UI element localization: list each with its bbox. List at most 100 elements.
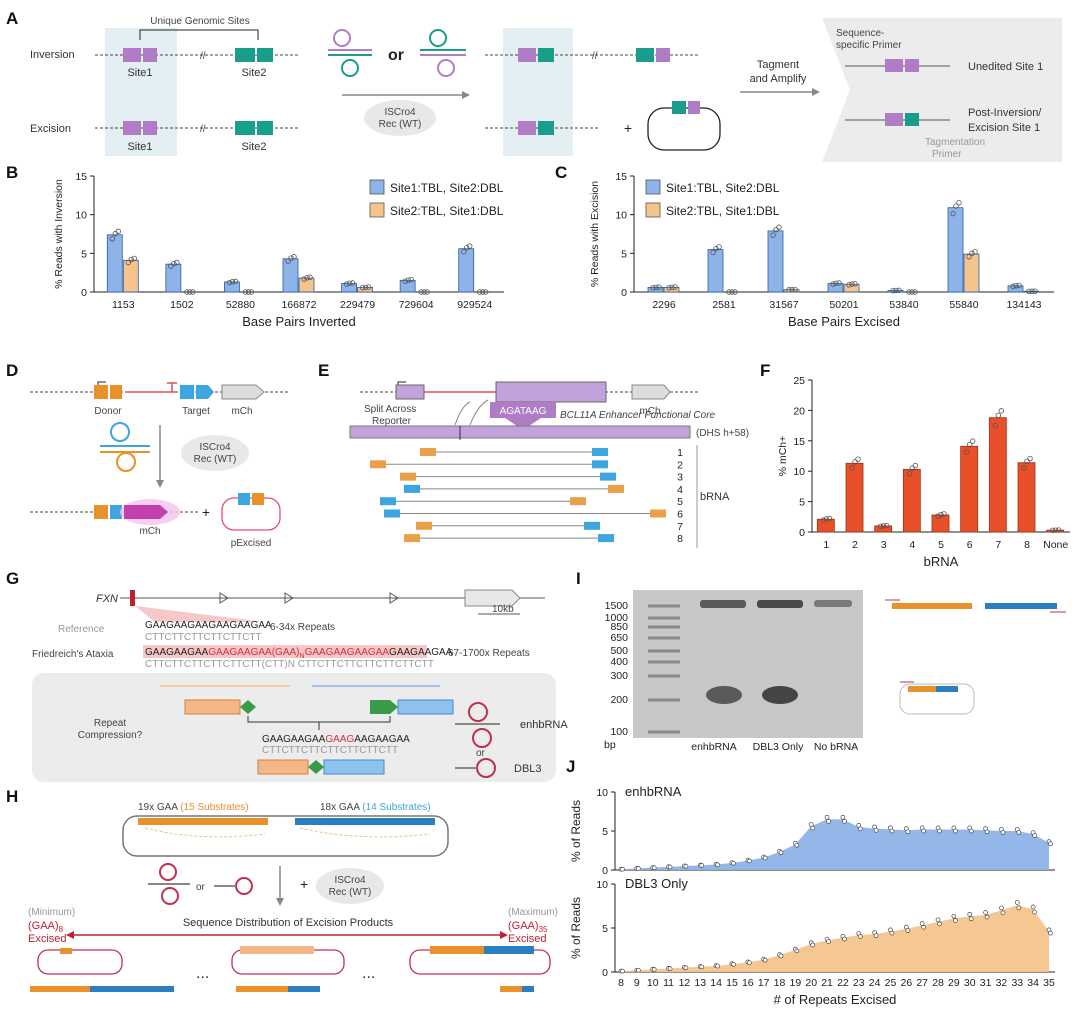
- replicate-point: [984, 829, 990, 835]
- pexcised-label: pExcised: [231, 538, 272, 549]
- replicate-point: [873, 933, 879, 939]
- small-circle-product: [37, 949, 123, 975]
- x-tick-label: 27: [916, 977, 928, 989]
- y-tick-label: 15: [75, 171, 87, 183]
- site1-block-right: [143, 48, 157, 62]
- y-tick-label: 0: [81, 287, 87, 299]
- ladder-size-label: 200: [610, 694, 628, 706]
- repeat-locus-marker: [130, 590, 135, 606]
- product-donor-block: [94, 505, 108, 519]
- replicate-point: [229, 279, 236, 285]
- mch-expressed-label: mCh: [139, 526, 160, 537]
- substrate-blue-bar: [295, 818, 435, 825]
- replicate-point: [1014, 900, 1020, 905]
- right-cassette: [397, 699, 454, 715]
- excision-product-b: [538, 121, 554, 135]
- replicate-point: [128, 256, 134, 263]
- replicate-point: [855, 456, 861, 462]
- replicate-point: [826, 939, 831, 944]
- site2-block-excision: [235, 121, 255, 135]
- brna-icon-2: [420, 29, 466, 77]
- replicate-point: [935, 917, 941, 923]
- replicate-point: [906, 471, 913, 477]
- motif-pointer: [505, 418, 541, 430]
- replicate-point: [467, 243, 473, 249]
- replicate-point: [966, 441, 973, 448]
- reference-repeats: 6-34x Repeats: [270, 622, 335, 633]
- right-core-diamond: [370, 700, 398, 714]
- h-recombinase-cloud: [316, 868, 384, 904]
- panel-b-label: B: [6, 163, 18, 182]
- target-label: Target: [182, 406, 210, 417]
- bar: [960, 445, 979, 533]
- unedited-site-a: [885, 59, 903, 72]
- replicate-point: [365, 284, 372, 290]
- split-arrows: [454, 399, 489, 426]
- band-dbl3-low: [762, 686, 798, 704]
- substrate-orange-bar: [138, 818, 268, 825]
- replicate-point: [245, 289, 252, 295]
- replicate-point: [823, 516, 830, 522]
- seq-primer-label-2: specific Primer: [836, 40, 902, 51]
- bar: [963, 253, 980, 293]
- brna-icon-1: [328, 29, 372, 77]
- post-site-b: [905, 113, 919, 126]
- h-recombinase-type: Rec (WT): [329, 887, 372, 898]
- legend-swatch: [369, 202, 385, 218]
- hybrid-site-a: [518, 48, 536, 62]
- y-axis-title: % mCh+: [777, 436, 789, 477]
- x-tick-label: 35: [1043, 977, 1055, 989]
- y-tick-label: 10: [75, 210, 87, 222]
- site1-block-left: [123, 48, 141, 62]
- replicate-point: [710, 249, 716, 256]
- chart-f: 0 5 10 15 20 25 1 2 3 4 5 6 7 8 None % mCh+ bRNA: [777, 375, 1070, 569]
- replicate-point: [1016, 830, 1022, 835]
- enhancer-core-bar: [349, 425, 691, 439]
- h-arrowhead: [276, 898, 284, 906]
- d-recombinase-name: ISCro4: [199, 442, 231, 453]
- x-axis-title: Base Pairs Inverted: [242, 314, 355, 329]
- replicate-point: [1016, 282, 1022, 289]
- replicate-point: [950, 210, 956, 217]
- x-tick-label: 31: [980, 977, 992, 989]
- ladder-band: [648, 649, 680, 653]
- range-arrow-left: [66, 931, 74, 939]
- mch-label: mCh: [231, 406, 252, 417]
- replicate-point: [846, 282, 852, 288]
- x-tick-label: 26: [900, 977, 912, 989]
- y-tick-label: 0: [602, 865, 608, 877]
- ladder-band: [648, 636, 680, 640]
- ladder-band: [648, 625, 680, 629]
- replicate-point: [778, 850, 784, 856]
- area-fill: [621, 819, 1049, 870]
- seq-primer-label-1: Sequence-: [836, 28, 884, 39]
- replicate-point: [636, 866, 641, 871]
- unique-sites-bracket: [139, 29, 259, 40]
- site1-label-2: Site1: [127, 141, 152, 153]
- replicate-point: [972, 249, 978, 255]
- replicate-point: [288, 255, 294, 261]
- replicate-point: [656, 284, 662, 290]
- distribution-label: Sequence Distribution of Excision Produc…: [183, 917, 394, 929]
- legend-swatch: [645, 179, 661, 195]
- excision-row-label: Excision: [30, 123, 71, 135]
- hybrid-site-d: [656, 48, 670, 62]
- replicate-point: [953, 203, 959, 209]
- legend-label: Site2:TBL, Site1:DBL: [390, 204, 504, 218]
- x-tick-label: 11: [663, 977, 674, 989]
- left-gaa-label: 19x GAA (15 Substrates): [138, 802, 249, 813]
- brna-loop-right: [600, 472, 616, 481]
- chart-b: 0 5 10 15 1153 1502 52880 166872 229479 729604 929…: [53, 171, 504, 329]
- amplify-label: and Amplify: [750, 73, 807, 85]
- replicate-point: [762, 957, 768, 963]
- brna-loop-left: [384, 509, 400, 518]
- bar: [988, 417, 1007, 533]
- y-tick-label: 5: [602, 826, 608, 838]
- replicate-point: [715, 862, 720, 868]
- product-target-block: [110, 505, 122, 519]
- brna-row-number: 7: [677, 521, 683, 533]
- replicate-point: [880, 523, 887, 529]
- terminator-icon: [167, 382, 177, 392]
- substrate-plasmid: [122, 815, 449, 857]
- replicate-point: [909, 289, 915, 295]
